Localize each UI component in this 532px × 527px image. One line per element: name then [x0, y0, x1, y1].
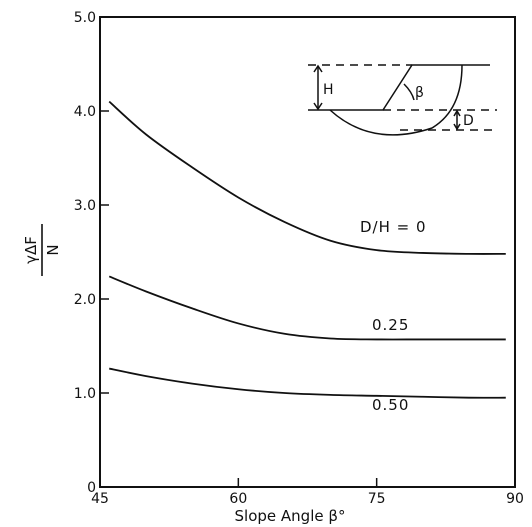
inset-d-arrows [453, 109, 461, 131]
inset-slip-circle [329, 64, 463, 136]
y-tick-label: 1.0 [74, 386, 96, 402]
series-line-1 [108, 275, 506, 341]
y-tick-label: 5.0 [74, 10, 96, 26]
y-tick-label: 3.0 [74, 198, 96, 214]
inset-label-beta: β [415, 85, 424, 101]
y-axis-ticks: 0 1.0 2.0 3.0 4.0 5.0 [74, 10, 109, 496]
y-tick-label: 4.0 [74, 104, 96, 120]
inset-ground-profile [308, 64, 490, 111]
series-line-2 [109, 367, 506, 399]
y-axis-title-denominator: N [44, 244, 62, 255]
x-tick-label: 60 [229, 491, 247, 507]
series-label-0-50: 0.50 [372, 396, 409, 414]
x-axis-ticks: 45 60 75 90 [91, 478, 524, 507]
y-tick-label: 2.0 [74, 292, 96, 308]
x-tick-label: 45 [91, 491, 109, 507]
series-line-0 [108, 100, 506, 255]
x-tick-label: 90 [506, 491, 524, 507]
inset-label-d: D [463, 113, 474, 129]
inset-h-arrows [313, 64, 323, 111]
slope-diagram-inset [308, 64, 497, 136]
y-tick-label: 0 [87, 480, 96, 496]
y-axis-title: γΔF N [22, 224, 62, 276]
y-axis-title-numerator: γΔF [22, 236, 40, 264]
inset-label-h: H [323, 82, 334, 98]
plot-frame [99, 16, 516, 488]
x-tick-label: 75 [368, 491, 386, 507]
series-label-0-25: 0.25 [372, 316, 409, 334]
inset-angle-arc [403, 83, 415, 101]
series-label-d-h-0: D/H = 0 [360, 218, 427, 236]
x-axis-title: Slope Angle β° [235, 507, 346, 525]
series-curves [108, 100, 506, 399]
